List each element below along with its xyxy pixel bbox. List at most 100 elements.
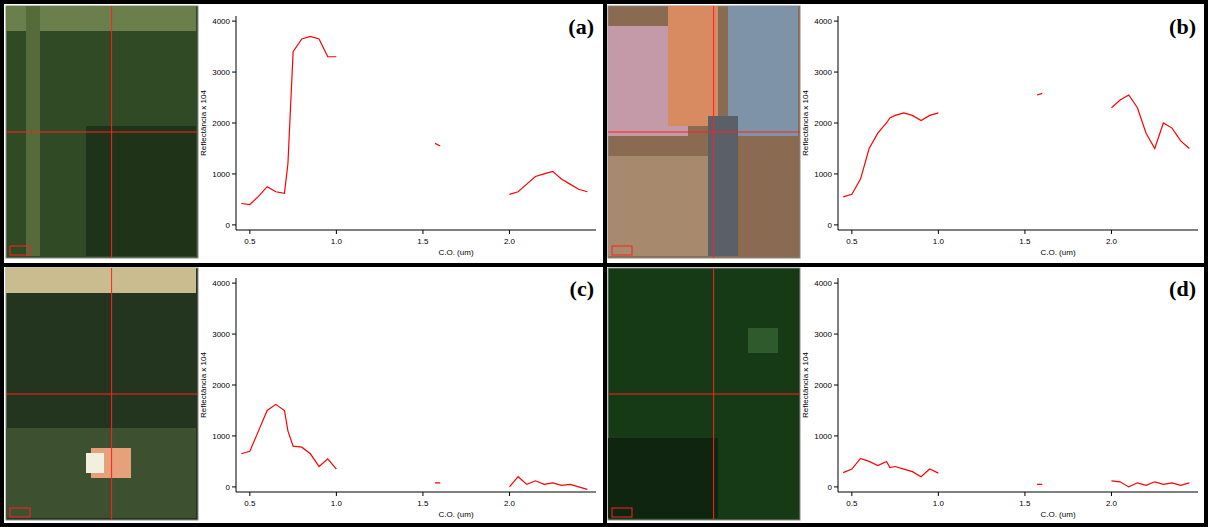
x-tick [1111,492,1112,496]
spectrum-line [241,36,587,204]
thumbnail-patch [6,428,196,518]
x-tick-label: 2.0 [1106,499,1118,508]
thumbnail-patch [86,126,196,256]
y-axis-title: Reflectância x 104 [199,352,208,418]
thumbnail-patch [728,6,798,136]
y-tick-label: 0 [828,221,833,230]
x-tick-label: 1.5 [1019,237,1031,246]
x-axis [236,230,596,231]
x-tick [336,492,337,496]
x-axis [236,492,596,493]
separator [2,263,1206,267]
thumbnail [6,268,198,520]
y-tick [834,486,838,487]
x-axis-title: C.O. (um) [1040,510,1075,519]
panel: 010002000300040000.51.01.52.0C.O. (um)Re… [6,6,596,258]
y-tick [232,21,236,22]
y-tick-label: 2000 [212,381,230,390]
plot-data [241,36,587,204]
x-tick [851,492,852,496]
y-tick [232,283,236,284]
y-tick [232,72,236,73]
crosshair [608,394,800,395]
x-tick-label: 2.0 [504,499,516,508]
panel-title: (c) [570,276,594,301]
x-tick-label: 1.5 [417,499,429,508]
spectrum-line [843,93,1189,196]
y-tick-label: 3000 [814,330,832,339]
y-tick-label: 4000 [814,279,832,288]
y-axis-title: Reflectância x 104 [801,90,810,156]
y-tick [834,385,838,386]
zoom-icon [10,246,30,255]
x-tick [938,492,939,496]
zoom-icon [612,246,632,255]
x-tick [1024,230,1025,234]
y-tick [834,283,838,284]
y-tick-label: 3000 [814,68,832,77]
figure-frame [2,2,1206,525]
y-tick [232,486,236,487]
y-tick [834,173,838,174]
zoom-icon [10,508,30,517]
x-tick-label: 1.0 [933,237,945,246]
plot-data [843,93,1189,196]
figure: 0 1000 2000 3000 4000 0.5 1.0 1.5 2.0 C.O. (um) Re… [0,0,1208,527]
crosshair [608,132,800,133]
y-tick-label: 3000 [212,330,230,339]
y-tick [834,72,838,73]
x-axis-title: C.O. (um) [1040,248,1075,257]
y-tick [232,123,236,124]
spectrum-line [843,458,1189,487]
thumbnail-patch [748,328,778,353]
panel-title: (d) [1169,276,1196,301]
thumbnail [608,268,800,520]
x-tick-label: 0.5 [846,237,858,246]
y-axis-title: Reflectância x 104 [199,90,208,156]
panel-title: (a) [568,14,594,39]
x-axis-title: C.O. (um) [438,248,473,257]
thumbnail-patch [668,6,718,126]
zoom-icon [612,508,632,517]
x-tick [509,492,510,496]
x-tick-label: 0.5 [244,237,256,246]
plot-data [843,458,1189,487]
y-tick [232,224,236,225]
y-tick [834,21,838,22]
panel: 010002000300040000.51.01.52.0C.O. (um)Re… [6,268,596,520]
thumbnail-patch [86,453,104,473]
panel-title: (b) [1169,14,1196,39]
x-tick-label: 2.0 [504,237,516,246]
panel: 010002000300040000.51.01.52.0C.O. (um)Re… [608,6,1198,258]
thumbnail [6,6,198,258]
y-tick-label: 1000 [212,170,230,179]
thumbnail-patch [608,156,708,256]
y-tick [834,334,838,335]
y-tick [232,385,236,386]
y-tick-label: 2000 [814,381,832,390]
y-tick [834,435,838,436]
x-tick [1111,230,1112,234]
thumbnail-patch [608,438,718,518]
y-tick [232,173,236,174]
thumbnail-patch [26,6,40,256]
y-tick-label: 2000 [814,119,832,128]
panel: 010002000300040000.51.01.52.0C.O. (um)Re… [608,268,1198,520]
thumbnail-patch [6,268,196,293]
y-tick-label: 4000 [212,17,230,26]
y-tick-label: 1000 [814,432,832,441]
x-axis-title: C.O. (um) [438,510,473,519]
x-tick [851,230,852,234]
y-tick-label: 3000 [212,68,230,77]
plot-data [241,404,587,489]
x-tick-label: 0.5 [244,499,256,508]
y-tick [834,224,838,225]
y-tick [232,334,236,335]
y-tick-label: 0 [226,221,231,230]
x-tick [422,230,423,234]
x-tick [1024,492,1025,496]
y-tick [834,123,838,124]
y-tick-label: 4000 [212,279,230,288]
x-tick-label: 1.5 [1019,499,1031,508]
y-tick-label: 4000 [814,17,832,26]
